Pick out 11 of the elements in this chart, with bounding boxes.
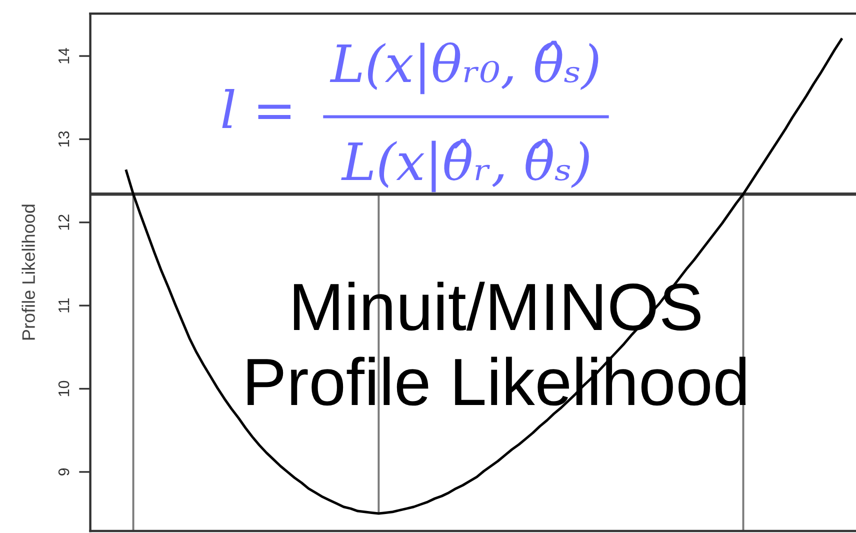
line-series	[125, 38, 843, 515]
y-tick-label: 13	[58, 131, 70, 147]
y-tick-label: 10	[58, 380, 70, 396]
y-tick-label: 9	[58, 468, 70, 476]
annotation: L(x|θᵣ₀, θ̂̂ₛ)	[330, 40, 598, 94]
y-tick-label: 14	[58, 48, 70, 64]
y-tick-label: 12	[58, 214, 70, 230]
y-axis-title: Profile Likelihood	[22, 204, 35, 340]
annotation: l =	[222, 88, 290, 128]
annotation: L(x|θ̂ᵣ, θ̂ₛ)	[341, 138, 589, 192]
y-tick-label: 11	[58, 298, 70, 312]
